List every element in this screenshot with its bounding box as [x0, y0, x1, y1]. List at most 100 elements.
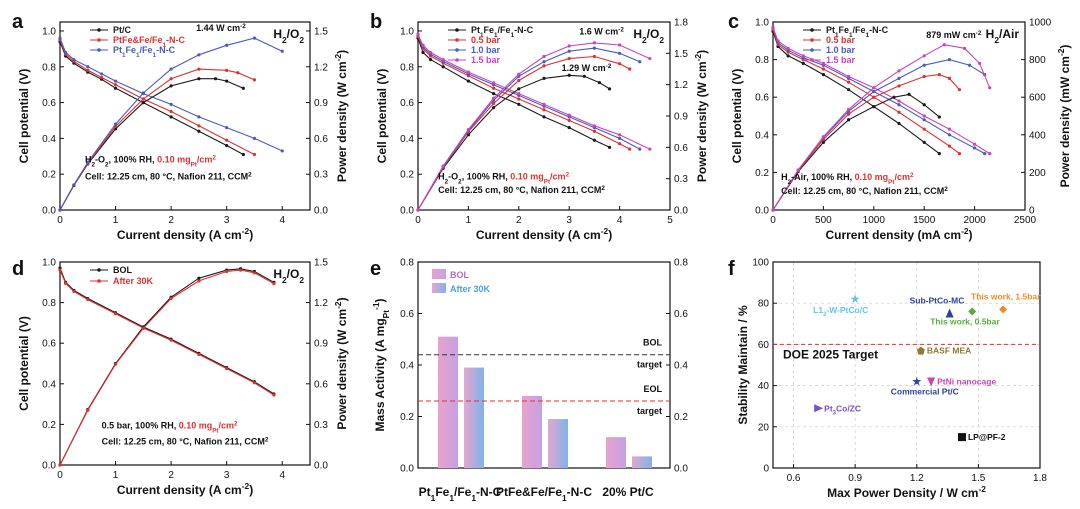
panel-label: e: [370, 258, 381, 280]
condition-text: H2-Air, 100% RH, 0.10 mgPt/cm2: [781, 171, 914, 185]
series-line: [772, 74, 960, 211]
series-line: [59, 269, 275, 466]
x-tick-label: 0: [415, 215, 421, 226]
chart-title: H2/Air: [986, 27, 1020, 45]
y2-axis-label-group: Power density (W cm-2): [333, 50, 349, 182]
series-point: [141, 100, 145, 105]
y-tick-label: 0.0: [755, 206, 769, 217]
panel-c-frame: [772, 21, 1026, 211]
series-point: [771, 208, 775, 212]
legend-marker: [97, 28, 101, 32]
series-point: [141, 91, 145, 95]
y2-tick-label: 0.6: [674, 309, 688, 320]
series-point: [169, 115, 173, 119]
point-marker: [999, 305, 1008, 314]
y-tick-label: 0.0: [400, 464, 414, 475]
y2-tick-label: 0.3: [674, 174, 688, 185]
y-axis-label: Cell potential (V): [17, 69, 31, 164]
y2-tick-label: 0.0: [314, 206, 328, 217]
y-tick-label: 0.8: [400, 62, 414, 73]
series-point: [618, 43, 622, 47]
series-line: [772, 27, 985, 155]
reference-label: BOL: [643, 338, 663, 348]
series-point: [517, 87, 521, 91]
legend-marker: [810, 48, 814, 52]
series-point: [100, 75, 104, 80]
x-tick-label: 5: [667, 215, 673, 226]
point-marker: ★: [850, 292, 861, 306]
series-point: [592, 41, 597, 45]
series-point: [58, 268, 62, 272]
series-point: [542, 60, 546, 64]
y2-axis-label: Power density (W cm-2): [333, 297, 349, 429]
point-marker: ★: [911, 374, 922, 388]
x-tick-label: 1.8: [1033, 473, 1047, 484]
y2-axis-label: Power density (W cm-2): [693, 50, 709, 182]
y-tick-label: 1.0: [400, 26, 414, 37]
x-tick-label: 3: [566, 215, 572, 226]
series-point: [542, 64, 546, 68]
series-point: [872, 95, 876, 99]
series-point: [72, 289, 76, 294]
series-point: [113, 362, 118, 366]
cell-text: Cell: 12.25 cm, 80 °C, Nafion 211, CCM2: [102, 436, 269, 447]
y-tick-label: 0.8: [400, 258, 414, 269]
y2-tick-label: 1.2: [674, 80, 688, 91]
series-point: [72, 58, 76, 62]
series-point: [113, 83, 118, 87]
series-point: [628, 67, 632, 71]
series-point: [225, 138, 229, 142]
condition-text: H2-O2, 100% RH, 0.10 mgPt/cm2: [438, 171, 569, 185]
series-line: [59, 78, 244, 211]
series-point: [638, 60, 642, 64]
category-label: PtFe&Fe/Fe1-N-C: [496, 485, 592, 503]
series-point: [592, 124, 597, 128]
peak-annotation: 1.29 W cm-2: [562, 63, 612, 74]
y-axis-label: Cell potential (V): [17, 316, 31, 411]
series-point: [821, 140, 826, 144]
y-tick-label: 0.2: [400, 412, 414, 423]
series-point: [225, 79, 229, 83]
x-tick-label: 1: [113, 470, 119, 481]
panel-label: b: [370, 11, 382, 33]
y-axis-label: Cell potential (V): [730, 69, 744, 164]
series-line: [59, 269, 275, 396]
y-tick-label: 0.4: [755, 130, 769, 141]
series-point: [786, 54, 790, 58]
y-tick-label: 0.8: [755, 55, 769, 66]
y-tick-label: 1.0: [42, 26, 56, 37]
bar-bol: [522, 395, 542, 468]
y-axis-label: Mass Activity (A mgPt-1): [371, 299, 391, 432]
y2-tick-label: 0: [1029, 206, 1035, 217]
series-point: [592, 138, 597, 142]
y2-tick-label: 0.6: [674, 143, 688, 154]
series-point: [169, 109, 173, 114]
series-point: [922, 118, 926, 122]
series-point: [567, 49, 571, 53]
series-point: [58, 208, 62, 212]
series-point: [937, 73, 941, 77]
series-line: [772, 27, 990, 155]
series-line: [772, 29, 960, 155]
x-axis-label: Current density (mA cm-2): [825, 226, 972, 242]
series-point: [72, 183, 76, 187]
y-axis-label-group: Stability Maintain / %: [736, 305, 750, 425]
series-point: [922, 114, 926, 118]
series-point: [801, 61, 805, 65]
point-marker: [945, 308, 954, 318]
y-tick-label: 1.0: [42, 258, 56, 269]
series-point: [967, 63, 972, 67]
panel-d: 0 1 2 3 4 0.0 0.2 0.4 0.6 0.8 1.0 0.0 0.3 0.6 0.9 1.2 1.…: [12, 258, 349, 498]
series-point: [922, 103, 926, 107]
y2-tick-label: 0.8: [674, 258, 688, 269]
y2-tick-label: 0.2: [674, 412, 688, 423]
y2-tick-label: 1.5: [314, 26, 328, 37]
series-point: [567, 113, 571, 117]
series-point: [872, 89, 876, 94]
point-marker: [927, 377, 936, 387]
x-tick-label: 1.2: [910, 473, 924, 484]
series-point: [416, 208, 420, 212]
series-point: [492, 101, 496, 106]
series-point: [63, 281, 68, 285]
